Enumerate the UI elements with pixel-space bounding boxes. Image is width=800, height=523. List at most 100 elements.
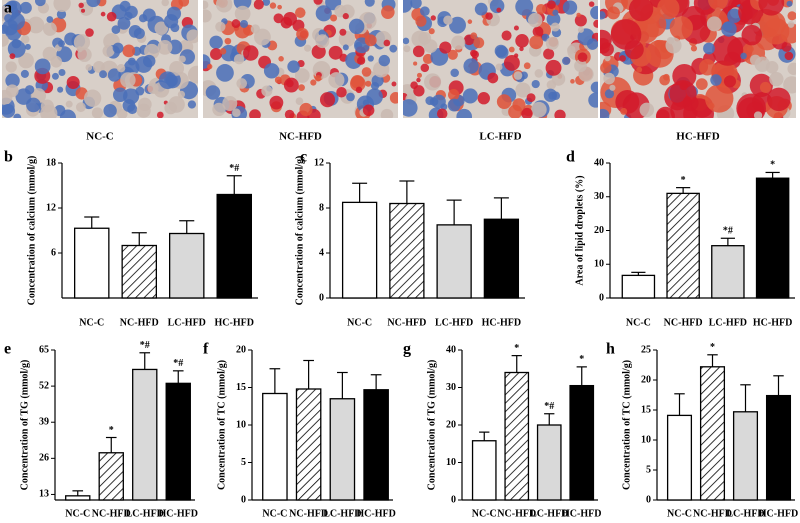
cell [543,48,555,60]
y-tick-label: 6 [51,247,56,258]
cell [447,89,460,101]
cell [624,40,644,60]
cell [600,42,614,57]
x-tick-label: LC-HFD [530,508,568,519]
x-tick-label: NC-C [626,317,651,328]
cell [263,63,280,79]
cell [532,26,544,37]
cell [545,59,562,76]
cell [296,27,309,41]
panel-letter: c [300,149,307,166]
cell [410,0,422,9]
cell [723,75,737,88]
cell [116,108,128,118]
y-axis-label: Area of lipid droplets (%) [574,175,585,285]
cell [158,71,177,90]
x-tick-label: NC-HFD [693,508,732,519]
cell [403,37,410,45]
bar [699,366,726,501]
micrograph [203,0,398,118]
bar [165,382,191,501]
cell [586,38,598,50]
cell [19,1,32,14]
bar [132,368,158,501]
cell [496,7,502,13]
cell [85,28,94,37]
cell [639,102,655,118]
image-label: NC-HFD [279,131,322,143]
x-tick-label: NC-HFD [120,317,159,328]
micrograph-content [600,0,796,118]
cell [477,91,490,105]
significance: * [514,343,519,354]
cell [4,13,13,23]
cell [590,6,598,20]
cell [56,9,67,19]
bar [329,398,356,501]
cell [125,5,138,19]
cell [138,14,148,23]
cell [13,113,22,118]
cell [413,61,418,66]
cell [187,65,198,84]
significance: * [109,425,114,436]
significance: *# [140,340,150,351]
cell [103,104,117,118]
cell [186,29,198,44]
cell [355,86,363,94]
bar [262,392,288,501]
cell [295,97,304,106]
bar [216,193,252,299]
bar [389,202,425,299]
x-tick-label: HC-HFD [562,508,601,519]
cell [636,66,643,73]
micrograph-content [403,0,598,118]
cell [205,85,221,100]
cell [177,90,186,99]
cell [102,44,115,57]
cell [350,75,366,92]
y-tick-label: 15 [641,404,651,415]
cell [531,101,547,118]
y-tick-label: 25 [641,344,651,355]
cell [253,0,264,10]
cell [781,41,792,52]
cell [470,32,478,40]
y-axis-label: Concentration of TC (mmol/g) [216,360,227,490]
cell [545,36,559,50]
x-tick-label: NC-HFD [664,317,703,328]
cell [463,58,479,74]
bar [755,177,790,299]
panel-letter: g [403,341,411,358]
bar [765,394,792,501]
panel-letter: f [203,341,209,358]
panel-letter: h [606,341,615,358]
cell [523,62,531,70]
cell [759,10,786,37]
x-tick-label: NC-C [65,508,90,519]
y-tick-label: 5 [646,464,651,475]
x-tick-label: LC-HFD [709,317,747,328]
cell [224,37,232,45]
cell [620,107,628,115]
cell [135,86,145,96]
cell [485,12,493,20]
bar [168,232,205,299]
cell [212,102,226,117]
cell [615,89,640,114]
cell [161,0,170,7]
cell [501,30,512,41]
cell [280,16,293,29]
cell [339,28,347,36]
cell [249,109,261,118]
cell [487,72,499,84]
cell [284,109,295,118]
y-tick-label: 10 [446,457,456,468]
cell [254,28,271,46]
cell [416,72,422,78]
cell [57,40,65,48]
cell [378,54,391,67]
cell [2,104,16,118]
x-tick-label: LC-HFD [168,317,206,328]
cell [380,108,394,118]
